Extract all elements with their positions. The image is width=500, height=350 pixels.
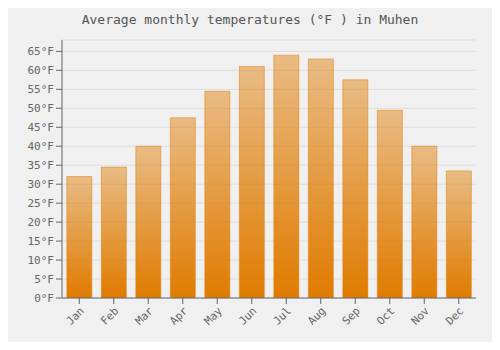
svg-text:Aug: Aug (305, 304, 328, 327)
svg-text:30°F: 30°F (28, 178, 55, 191)
svg-text:May: May (202, 304, 226, 328)
svg-text:Jul: Jul (271, 304, 294, 327)
svg-text:Jun: Jun (236, 304, 259, 327)
svg-text:20°F: 20°F (28, 216, 55, 229)
svg-text:Dec: Dec (443, 304, 466, 327)
html-text:Average monthly temperatures (: Average monthly temperatures (°F ) in Mu… (81, 12, 419, 27)
svg-text:45°F: 45°F (28, 121, 55, 134)
svg-text:Feb: Feb (98, 304, 121, 327)
svg-text:Sep: Sep (340, 304, 363, 327)
svg-text:35°F: 35°F (28, 159, 55, 172)
svg-text:25°F: 25°F (28, 197, 55, 210)
svg-text:Mar: Mar (133, 304, 157, 328)
svg-text:Apr: Apr (167, 304, 191, 328)
svg-text:50°F: 50°F (28, 102, 55, 115)
svg-text:40°F: 40°F (28, 140, 55, 153)
svg-text:5°F: 5°F (34, 273, 54, 286)
svg-text:15°F: 15°F (28, 235, 55, 248)
svg-text:Nov: Nov (409, 304, 433, 328)
svg-text:65°F: 65°F (28, 45, 55, 58)
svg-text:60°F: 60°F (28, 64, 55, 77)
svg-text:0°F: 0°F (34, 292, 54, 305)
svg-text:10°F: 10°F (28, 254, 55, 267)
svg-text:Oct: Oct (374, 304, 397, 327)
svg-text:55°F: 55°F (28, 83, 55, 96)
svg-text:Jan: Jan (64, 304, 87, 327)
